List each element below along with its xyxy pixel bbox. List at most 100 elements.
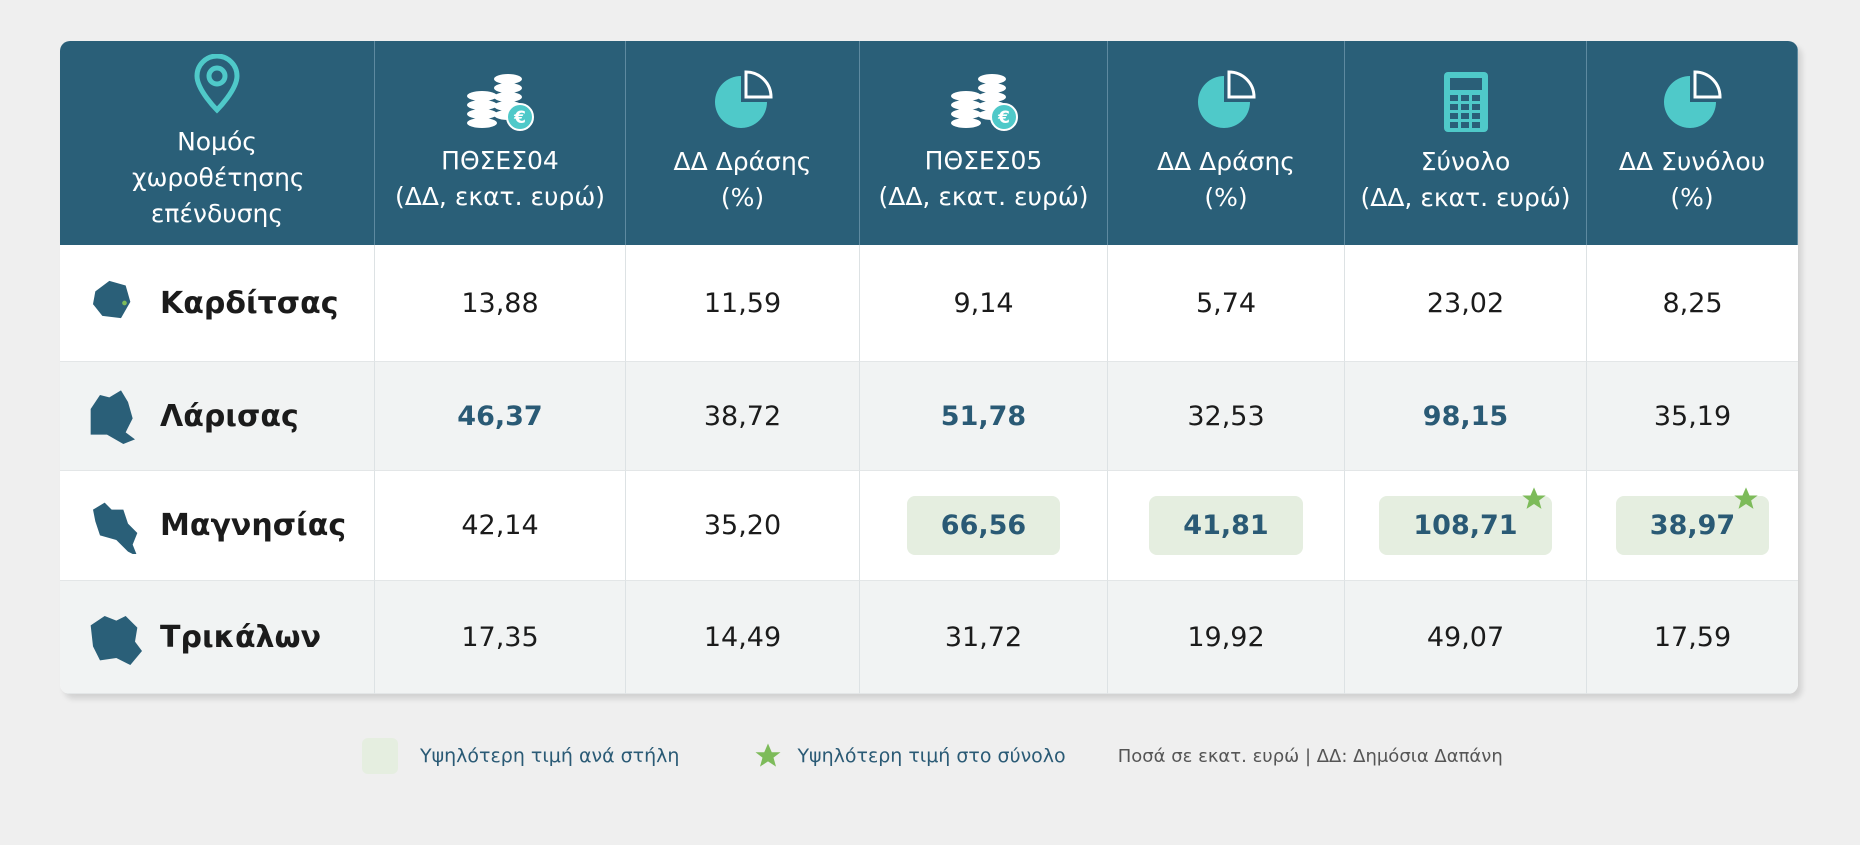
icon	[194, 54, 240, 114]
header-cell: ΔΔ Δράσης (%)	[1108, 41, 1345, 245]
value-cell: 98,15	[1345, 362, 1587, 471]
table-row: Μαγνησίας 42,14 35,20 66,56 41,81 108,71 38,97	[60, 471, 1798, 581]
value-cell: 13,88	[375, 245, 626, 362]
value-cell: 66,56	[860, 471, 1108, 581]
value-cell: 35,20	[626, 471, 860, 581]
highlight-value: 41,81	[1149, 496, 1303, 555]
header-row: Νομός χωροθέτησης επένδυσης € ΠΘΣΕΣ04 (ΔΔ, …	[60, 41, 1798, 245]
value-cell: 51,78	[860, 362, 1108, 471]
value-cell: 5,74	[1108, 245, 1345, 362]
region-cell: Μαγνησίας	[60, 471, 375, 581]
header-unit: (ΔΔ, εκατ. ευρώ)	[1360, 183, 1571, 212]
region-name: Τρικάλων	[160, 619, 322, 655]
icon	[90, 390, 135, 444]
header-title: Νομός χωροθέτησης επένδυσης	[132, 127, 305, 228]
region-cell: Καρδίτσας	[60, 245, 375, 362]
value: 8,25	[1662, 287, 1723, 319]
header-unit: (%)	[1204, 183, 1248, 212]
value: 23,02	[1426, 287, 1505, 319]
value-cell: 11,59	[626, 245, 860, 362]
value: 35,20	[703, 510, 782, 541]
value-cell: 9,14	[860, 245, 1108, 362]
header-unit: (%)	[1670, 183, 1714, 212]
header-title: ΠΘΣΕΣ04	[441, 146, 559, 175]
highlight-star	[1522, 487, 1546, 509]
value-cell: 41,81	[1108, 471, 1345, 581]
value: 5,74	[1195, 287, 1257, 319]
value: 35,19	[1653, 400, 1732, 432]
legend-star	[755, 743, 781, 767]
data-table: Νομός χωροθέτησης επένδυσης € ΠΘΣΕΣ04 (ΔΔ, …	[60, 41, 1798, 694]
legend-note: Ποσά σε εκατ. ευρώ | ΔΔ: Δημόσια Δαπάνη	[1117, 745, 1503, 767]
value-cell: 46,37	[375, 362, 626, 471]
icon: €	[950, 74, 1018, 131]
value: 32,53	[1187, 400, 1265, 432]
region-cell: Τρικάλων	[60, 581, 375, 694]
value: 49,07	[1426, 621, 1505, 653]
icon	[1443, 72, 1488, 132]
highlight-star	[1734, 487, 1758, 509]
header-title: ΔΔ Δράσης	[1157, 147, 1295, 176]
value-cell: 23,02	[1345, 245, 1587, 362]
value-cell: 38,72	[626, 362, 860, 471]
value: 46,37	[457, 400, 543, 432]
value: 17,59	[1653, 621, 1732, 653]
header-unit: (%)	[720, 183, 765, 212]
value-cell: 17,35	[375, 581, 626, 694]
icon	[93, 280, 131, 319]
header-title: ΠΘΣΕΣ05	[924, 146, 1043, 175]
value: 11,59	[703, 287, 782, 319]
value: 14,49	[703, 621, 782, 653]
value-cell: 42,14	[375, 471, 626, 581]
svg-text:€: €	[513, 108, 526, 128]
value: 9,14	[953, 287, 1014, 319]
highlight-value: 108,71	[1379, 496, 1552, 555]
value: 51,78	[940, 400, 1027, 432]
header-unit: (ΔΔ, εκατ. ευρώ)	[394, 182, 606, 211]
value-cell: 49,07	[1345, 581, 1587, 694]
icon	[93, 502, 138, 554]
legend-swatch	[362, 738, 398, 774]
header-title: ΔΔ Συνόλου	[1618, 147, 1766, 176]
table-row: Λάρισας 46,37 38,72 51,78 32,53 98,15 35,19	[60, 362, 1798, 471]
value-cell: 19,92	[1108, 581, 1345, 694]
header-cell: Σύνολο (ΔΔ, εκατ. ευρώ)	[1345, 41, 1587, 245]
value-cell: 35,19	[1587, 362, 1798, 471]
value: 98,15	[1422, 400, 1509, 432]
table-row: Καρδίτσας 13,88 11,59 9,14 5,74 23,02 8,25	[60, 245, 1798, 362]
header-cell: € ΠΘΣΕΣ04 (ΔΔ, εκατ. ευρώ)	[375, 41, 626, 245]
value-cell: 8,25	[1587, 245, 1798, 362]
header-cell: € ΠΘΣΕΣ05 (ΔΔ, εκατ. ευρώ)	[860, 41, 1108, 245]
icon	[1198, 70, 1256, 128]
icon: €	[467, 74, 534, 131]
icon	[90, 616, 142, 665]
region-name: Καρδίτσας	[160, 285, 339, 321]
svg-text:€: €	[997, 108, 1010, 128]
value-cell: 17,59	[1587, 581, 1798, 694]
legend-text: Υψηλότερη τιμή στο σύνολο	[797, 745, 1066, 767]
value: 17,35	[461, 621, 539, 653]
value: 19,92	[1187, 621, 1265, 653]
header-title: Σύνολο	[1420, 147, 1511, 176]
header-title: ΔΔ Δράσης	[673, 147, 812, 176]
value: 31,72	[944, 621, 1023, 653]
value-cell: 14,49	[626, 581, 860, 694]
header-unit: (ΔΔ, εκατ. ευρώ)	[878, 182, 1089, 211]
value: 38,72	[703, 400, 782, 432]
region-name: Μαγνησίας	[160, 508, 347, 543]
header-cell: ΔΔ Δράσης (%)	[626, 41, 860, 245]
highlight-value: 66,56	[906, 496, 1061, 555]
header-cell: Νομός χωροθέτησης επένδυσης	[60, 41, 375, 245]
value: 13,88	[461, 287, 539, 319]
highlight-value: 38,97	[1615, 496, 1770, 555]
table-row: Τρικάλων 17,35 14,49 31,72 19,92 49,07 17,59	[60, 581, 1798, 694]
value-cell: 108,71	[1345, 471, 1587, 581]
value: 42,14	[461, 510, 539, 541]
header-cell: ΔΔ Συνόλου (%)	[1587, 41, 1798, 245]
icon	[714, 70, 773, 128]
region-name: Λάρισας	[160, 398, 299, 434]
legend-text: Υψηλότερη τιμή ανά στήλη	[420, 745, 680, 767]
value-cell: 31,72	[860, 581, 1108, 694]
region-cell: Λάρισας	[60, 362, 375, 471]
